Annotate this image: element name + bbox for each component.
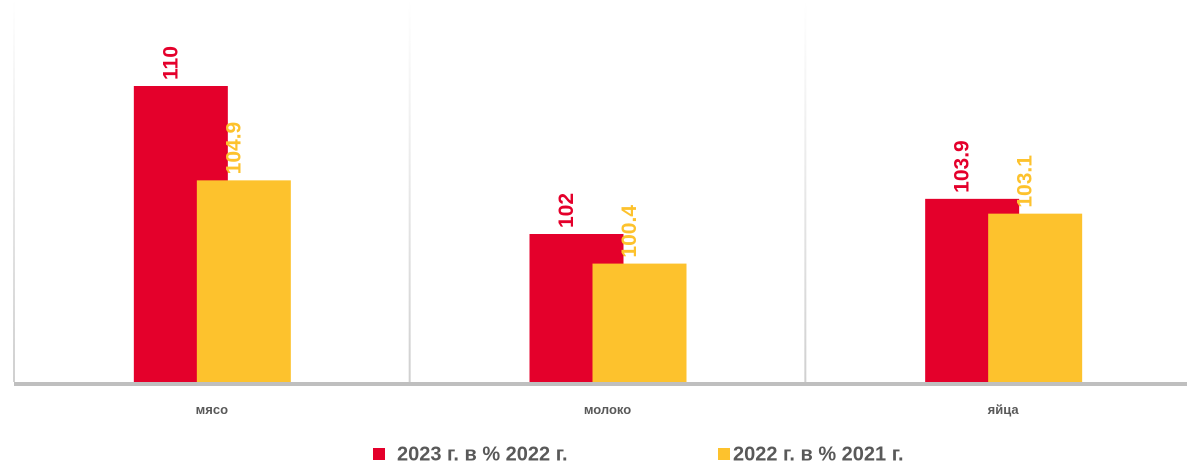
data-label: 110 [159,46,182,80]
bar [196,180,291,382]
data-label: 103.9 [951,140,974,193]
separator [13,0,15,382]
bar [592,263,687,382]
data-label: 103.1 [1014,155,1037,208]
x-axis [14,382,1187,386]
bar [988,213,1083,382]
x-tick-label: мясо [196,402,228,417]
data-label: 104.9 [222,122,245,175]
legend-label: 2023 г. в % 2022 г. [397,443,568,464]
separator [804,0,807,382]
legend-label: 2022 г. в % 2021 г. [733,443,904,464]
data-label: 100.4 [618,205,641,258]
legend-swatch [373,448,385,460]
legend-swatch [718,448,730,460]
separator [408,0,411,382]
x-tick-label: яйца [988,402,1020,417]
data-label: 102 [555,193,578,228]
x-tick-label: молоко [584,402,631,417]
